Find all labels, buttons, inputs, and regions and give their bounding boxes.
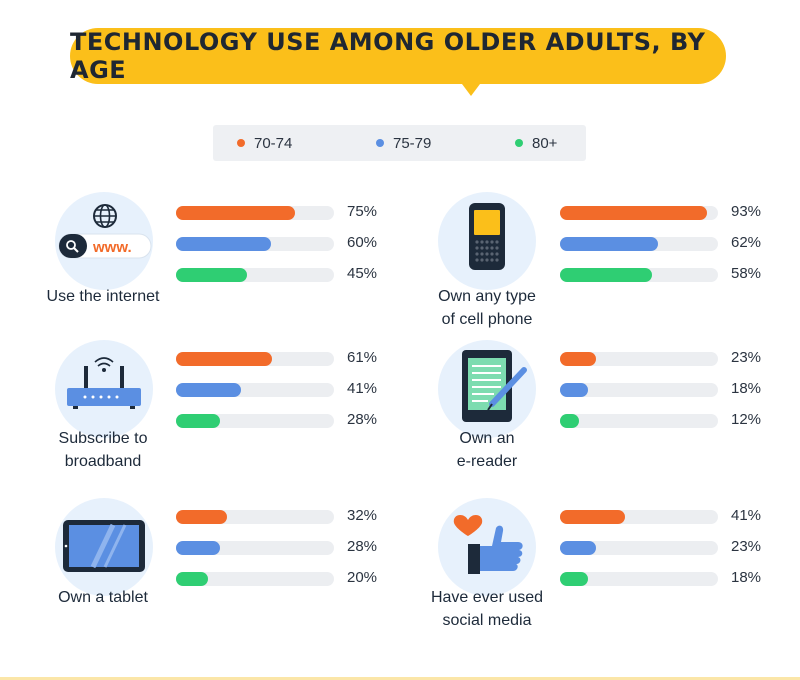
- data-label: 75%: [347, 203, 378, 220]
- data-label: 41%: [347, 380, 378, 397]
- bar-track: [176, 510, 334, 524]
- social-media-icon: [438, 498, 536, 596]
- bar: [176, 352, 273, 366]
- data-label: 18%: [731, 569, 762, 586]
- category-label-line: of cell phone: [441, 311, 533, 328]
- category-label-line: Use the internet: [46, 288, 160, 305]
- data-label: 93%: [731, 203, 762, 220]
- router-icon: [55, 340, 153, 438]
- data-label: 32%: [347, 507, 378, 524]
- bar: [560, 510, 625, 524]
- title-banner: TECHNOLOGY USE AMONG OLDER ADULTS, BY AG…: [70, 28, 726, 96]
- bar-track: [176, 237, 334, 251]
- data-label: 20%: [347, 569, 378, 586]
- legend-item: 80+: [515, 125, 557, 161]
- bar-track: [176, 206, 334, 220]
- bar: [560, 541, 597, 555]
- category-label-line: Own any type: [438, 288, 536, 305]
- internet-icon: www.: [55, 192, 153, 290]
- bar-track: [560, 572, 718, 586]
- category-label-line: broadband: [64, 453, 142, 470]
- bar: [176, 414, 221, 428]
- data-label: 62%: [731, 234, 762, 251]
- bar-track: [176, 541, 334, 555]
- data-label: 23%: [731, 349, 762, 366]
- bar: [176, 383, 241, 397]
- bar: [176, 206, 295, 220]
- category-label-line: Own a tablet: [58, 589, 148, 606]
- bar: [176, 541, 221, 555]
- tablet-icon: [55, 498, 153, 596]
- category-label-line: Own an: [459, 430, 515, 447]
- legend-dot: [515, 139, 523, 147]
- category-label-line: Have ever used: [430, 589, 544, 606]
- data-label: 12%: [731, 411, 762, 428]
- bar: [560, 352, 597, 366]
- legend-item: 70-74: [237, 125, 292, 161]
- legend-dot: [237, 139, 245, 147]
- legend: 70-74 75-79 80+: [213, 125, 586, 161]
- bar-track: [560, 541, 718, 555]
- data-label: 61%: [347, 349, 378, 366]
- category-label-line: e-reader: [456, 453, 518, 470]
- bottom-divider: [0, 677, 800, 680]
- svg-text:www.: www.: [92, 239, 132, 256]
- bar-track: [560, 268, 718, 282]
- legend-label: 75-79: [393, 134, 432, 152]
- category-label: Own a tablet: [13, 586, 193, 609]
- category-label: Own any type of cell phone: [397, 285, 577, 331]
- legend-dot: [376, 139, 384, 147]
- bar: [560, 268, 652, 282]
- bar: [560, 572, 589, 586]
- bar-track: [560, 206, 718, 220]
- category-label: Have ever used social media: [397, 586, 577, 632]
- data-label: 41%: [731, 507, 762, 524]
- bar-track: [176, 414, 334, 428]
- bar: [176, 237, 271, 251]
- bar-track: [560, 237, 718, 251]
- bar: [560, 383, 589, 397]
- cell-phone-icon: [438, 192, 536, 290]
- data-label: 58%: [731, 265, 762, 282]
- bar-track: [176, 352, 334, 366]
- data-label: 45%: [347, 265, 378, 282]
- bar: [560, 206, 707, 220]
- data-label: 28%: [347, 538, 378, 555]
- bar-track: [176, 268, 334, 282]
- e-reader-icon: [438, 340, 536, 438]
- category-label: Subscribe to broadband: [13, 427, 193, 473]
- category-label-line: social media: [442, 612, 532, 629]
- data-label: 23%: [731, 538, 762, 555]
- bar-track: [560, 510, 718, 524]
- data-label: 60%: [347, 234, 378, 251]
- chart-title: TECHNOLOGY USE AMONG OLDER ADULTS, BY AG…: [70, 28, 706, 84]
- data-label: 18%: [731, 380, 762, 397]
- bar-track: [560, 352, 718, 366]
- legend-label: 80+: [532, 134, 558, 152]
- data-label: 28%: [347, 411, 378, 428]
- bar-track: [176, 572, 334, 586]
- category-label-line: Subscribe to: [58, 430, 148, 447]
- bar-track: [560, 383, 718, 397]
- bar: [560, 237, 658, 251]
- bar: [176, 268, 248, 282]
- category-label: Use the internet: [13, 285, 193, 308]
- legend-item: 75-79: [376, 125, 431, 161]
- bar-track: [560, 414, 718, 428]
- bar: [560, 414, 579, 428]
- category-label: Own an e-reader: [397, 427, 577, 473]
- bar-track: [176, 383, 334, 397]
- bar: [176, 510, 227, 524]
- legend-label: 70-74: [254, 134, 293, 152]
- bar: [176, 572, 208, 586]
